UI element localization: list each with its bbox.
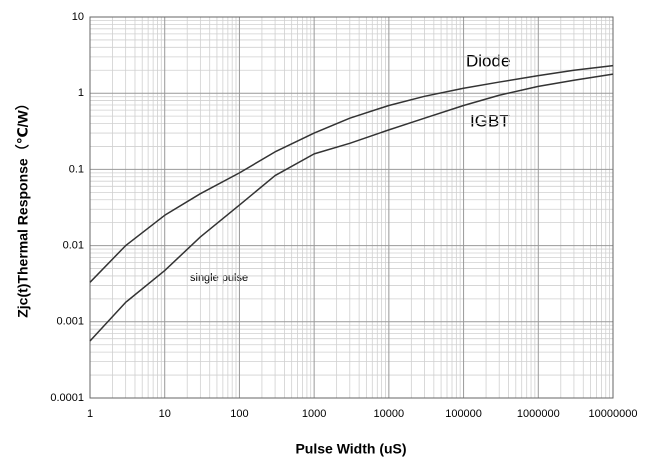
- x-tick-label: 100: [230, 408, 248, 420]
- line-series: [89, 64, 614, 283]
- y-tick-label: 10: [72, 11, 84, 23]
- x-tick-label: 10: [159, 408, 171, 420]
- x-tick-label: 1: [87, 408, 93, 420]
- x-tick-label: 10000000: [589, 408, 638, 420]
- y-tick-label: 0.01: [63, 240, 84, 252]
- x-tick-label: 1000000: [517, 408, 560, 420]
- annotation: IGBT: [470, 111, 510, 130]
- y-tick-label: 0.0001: [50, 392, 84, 404]
- y-tick-label: 0.1: [69, 163, 84, 175]
- annotation: Diode: [466, 51, 510, 70]
- x-tick-label: 100000: [445, 408, 482, 420]
- line-series: [89, 73, 614, 342]
- x-axis-label: Pulse Width (uS): [295, 441, 406, 457]
- y-tick-label: 0.001: [56, 316, 84, 328]
- plot-frame: [89, 16, 614, 399]
- x-tick-label: 10000: [374, 408, 405, 420]
- y-tick-label: 1: [78, 87, 84, 99]
- x-tick-label: 1000: [302, 408, 326, 420]
- y-axis-label: Zjc(t)Thermal Response（℃/W）: [15, 96, 31, 318]
- annotation: single pulse: [190, 272, 248, 284]
